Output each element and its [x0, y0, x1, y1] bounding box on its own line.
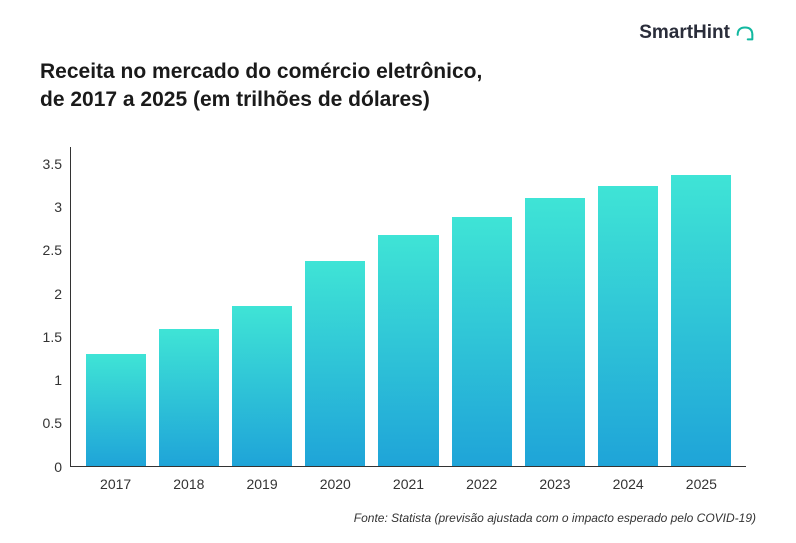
bars-group	[71, 147, 746, 466]
bar	[452, 217, 512, 465]
y-tick-label: 1.5	[43, 329, 62, 345]
y-axis: 00.511.522.533.5	[40, 147, 70, 467]
chart-title: Receita no mercado do comércio eletrônic…	[40, 58, 756, 115]
y-tick-label: 3	[54, 199, 62, 215]
x-tick-label: 2023	[518, 476, 591, 492]
bar-slot	[518, 147, 591, 466]
bar-slot	[445, 147, 518, 466]
y-tick-label: 0	[54, 459, 62, 475]
bar-slot	[79, 147, 152, 466]
brand-logo: SmartHint	[639, 22, 756, 44]
bar	[232, 306, 292, 466]
y-tick-label: 2	[54, 286, 62, 302]
smarthint-icon	[734, 22, 756, 44]
bar-slot	[372, 147, 445, 466]
x-tick-label: 2020	[299, 476, 372, 492]
bar-slot	[152, 147, 225, 466]
bar	[305, 261, 365, 466]
y-tick-label: 2.5	[43, 242, 62, 258]
x-tick-label: 2021	[372, 476, 445, 492]
bar	[159, 329, 219, 465]
bar-slot	[299, 147, 372, 466]
x-axis-labels: 201720182019202020212022202320242025	[71, 476, 746, 492]
bar	[378, 235, 438, 466]
bar	[86, 354, 146, 466]
y-tick-label: 1	[54, 372, 62, 388]
x-tick-label: 2018	[152, 476, 225, 492]
bar-slot	[225, 147, 298, 466]
x-tick-label: 2017	[79, 476, 152, 492]
bar	[598, 186, 658, 466]
source-note: Fonte: Statista (previsão ajustada com o…	[354, 511, 756, 525]
x-tick-label: 2025	[665, 476, 738, 492]
y-tick-label: 0.5	[43, 415, 62, 431]
x-tick-label: 2022	[445, 476, 518, 492]
plot-area: 201720182019202020212022202320242025	[70, 147, 746, 467]
logo-text: SmartHint	[639, 22, 730, 44]
y-tick-label: 3.5	[43, 156, 62, 172]
bar	[525, 198, 585, 465]
bar-slot	[592, 147, 665, 466]
chart-area: 00.511.522.533.5 20172018201920202021202…	[70, 147, 746, 467]
bar-slot	[665, 147, 738, 466]
x-tick-label: 2019	[225, 476, 298, 492]
bar	[671, 175, 731, 466]
chart-container: SmartHint Receita no mercado do comércio…	[0, 0, 796, 543]
x-tick-label: 2024	[592, 476, 665, 492]
